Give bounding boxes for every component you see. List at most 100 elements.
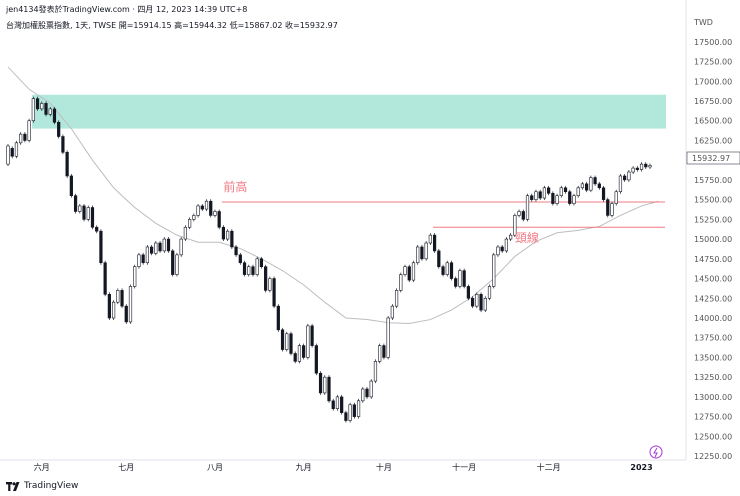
candle-body bbox=[580, 183, 585, 189]
candle-body bbox=[171, 250, 175, 275]
candle-body bbox=[424, 242, 428, 260]
candle-body bbox=[141, 254, 145, 264]
candle-body bbox=[175, 254, 179, 275]
candle-body bbox=[572, 195, 576, 204]
candle-body bbox=[230, 230, 234, 248]
candle-body bbox=[242, 262, 247, 275]
price-tick-label: 14250.00 bbox=[694, 294, 732, 303]
candle-body bbox=[158, 242, 162, 252]
candle-body bbox=[589, 177, 593, 191]
candle-body bbox=[513, 215, 517, 236]
candle-body bbox=[382, 345, 386, 358]
candle-body bbox=[639, 163, 644, 170]
candle-body bbox=[597, 183, 601, 189]
candle-body bbox=[462, 270, 466, 287]
candle-body bbox=[344, 412, 348, 421]
candle-body bbox=[411, 262, 416, 281]
price-tick-label: 13250.00 bbox=[694, 373, 732, 382]
price-tick-label: 15500.00 bbox=[694, 196, 732, 205]
candle-body bbox=[276, 305, 280, 331]
tradingview-logo-icon bbox=[6, 481, 20, 491]
resistance-zone bbox=[32, 94, 666, 129]
time-axis-ticks: 六月七月八月九月十月十一月十二月2023三月四月 bbox=[34, 462, 653, 472]
candle-body bbox=[407, 266, 411, 281]
candle-body bbox=[306, 325, 310, 358]
replay-button[interactable] bbox=[649, 445, 663, 459]
candle-body bbox=[445, 262, 449, 275]
candle-body bbox=[35, 98, 40, 110]
candle-body bbox=[188, 219, 192, 228]
price-axis-ticks: 12250.00 12500.00 12750.00 13000.00 13250.00… bbox=[694, 38, 732, 461]
price-tick-label: 15750.00 bbox=[694, 176, 732, 185]
candle-body bbox=[137, 254, 141, 267]
time-tick-label: 十月 bbox=[376, 462, 392, 472]
horizontal-levels bbox=[221, 201, 665, 228]
candle-body bbox=[204, 200, 209, 210]
lightning-icon[interactable] bbox=[649, 445, 663, 459]
candle-body bbox=[213, 211, 217, 216]
candle-body bbox=[86, 207, 90, 220]
candle-body bbox=[563, 187, 568, 193]
candle-body bbox=[221, 226, 226, 240]
price-tick-label: 13000.00 bbox=[694, 393, 732, 402]
candle-body bbox=[238, 254, 242, 264]
candle-body bbox=[356, 400, 361, 417]
symbol-info-line: 台灣加權股票指數, 1天, TWSE 開=15914.15 高=15944.32… bbox=[6, 21, 338, 30]
candle-body bbox=[107, 294, 111, 319]
candle-body bbox=[454, 278, 458, 287]
candle-body bbox=[559, 187, 563, 196]
candle-body bbox=[297, 345, 302, 362]
price-tick-label: 15000.00 bbox=[694, 235, 732, 244]
candle-body bbox=[99, 230, 103, 264]
candle-body bbox=[631, 167, 635, 173]
currency-label: TWD bbox=[693, 18, 713, 27]
candle-body bbox=[31, 98, 35, 122]
candle-body bbox=[217, 211, 221, 228]
candle-body bbox=[323, 376, 327, 394]
candle-body bbox=[264, 266, 268, 291]
candle-body bbox=[551, 193, 555, 204]
candle-body bbox=[154, 242, 158, 254]
candle-body bbox=[162, 238, 166, 252]
candle-body bbox=[627, 171, 631, 181]
candle-body bbox=[183, 226, 188, 240]
candle-body bbox=[614, 191, 618, 204]
candle-body bbox=[120, 290, 124, 307]
candle-body bbox=[48, 108, 52, 115]
candle-body bbox=[268, 278, 272, 291]
candle-body bbox=[255, 258, 259, 275]
candle-body bbox=[648, 165, 652, 168]
candle-body bbox=[403, 266, 407, 275]
price-tick-label: 15250.00 bbox=[694, 215, 732, 224]
time-tick-label: 六月 bbox=[34, 462, 50, 472]
candle-body bbox=[82, 205, 86, 220]
candle-body bbox=[234, 246, 238, 256]
candle-body bbox=[44, 103, 48, 115]
price-tick-label: 12500.00 bbox=[694, 432, 732, 441]
price-tick-label: 12750.00 bbox=[694, 413, 732, 422]
candle-body bbox=[475, 294, 479, 307]
candle-body bbox=[27, 120, 31, 141]
candle-body bbox=[610, 203, 614, 216]
candle-body bbox=[78, 205, 82, 212]
candle-body bbox=[369, 380, 373, 398]
time-tick-label: 七月 bbox=[118, 463, 134, 472]
candle-body bbox=[428, 234, 432, 244]
candle-body bbox=[23, 133, 27, 141]
candle-body bbox=[331, 400, 335, 410]
last-price-value: 15932.97 bbox=[692, 154, 730, 163]
candle-body bbox=[293, 353, 297, 362]
candle-body bbox=[458, 270, 462, 287]
candle-body bbox=[280, 329, 285, 350]
candle-body bbox=[95, 226, 99, 232]
tradingview-brand[interactable]: TradingView bbox=[6, 481, 78, 491]
price-axis[interactable] bbox=[686, 0, 740, 460]
candle-body bbox=[623, 175, 627, 181]
candle-body bbox=[251, 266, 255, 275]
candle-body bbox=[149, 246, 154, 254]
candle-body bbox=[327, 376, 331, 402]
price-tick-label: 14500.00 bbox=[694, 275, 732, 284]
publisher-line: jen4134發表於TradingView.com · 四月 12, 2023 … bbox=[6, 5, 248, 14]
candle-body bbox=[386, 317, 390, 358]
